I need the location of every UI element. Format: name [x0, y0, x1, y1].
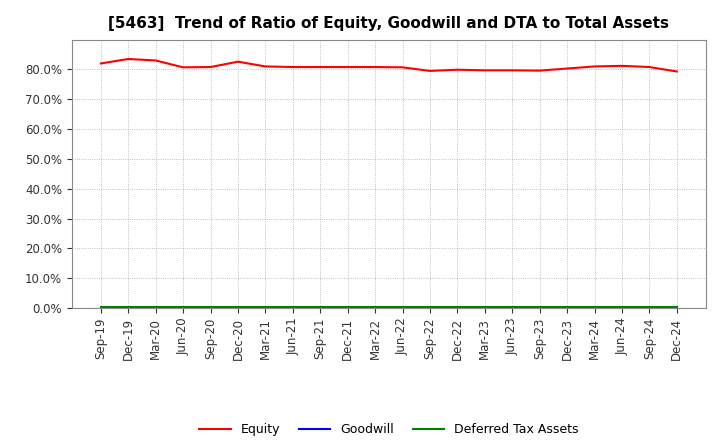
Deferred Tax Assets: [261, 305, 270, 310]
Equity: [233, 59, 242, 64]
Goodwill: [96, 305, 105, 310]
Deferred Tax Assets: [398, 305, 407, 310]
Deferred Tax Assets: [563, 305, 572, 310]
Deferred Tax Assets: [426, 305, 434, 310]
Goodwill: [316, 305, 325, 310]
Goodwill: [151, 305, 160, 310]
Equity: [645, 64, 654, 70]
Goodwill: [371, 305, 379, 310]
Deferred Tax Assets: [289, 305, 297, 310]
Equity: [371, 64, 379, 70]
Deferred Tax Assets: [233, 305, 242, 310]
Goodwill: [233, 305, 242, 310]
Deferred Tax Assets: [96, 305, 105, 310]
Deferred Tax Assets: [206, 305, 215, 310]
Equity: [206, 64, 215, 70]
Equity: [453, 67, 462, 72]
Deferred Tax Assets: [590, 305, 599, 310]
Title: [5463]  Trend of Ratio of Equity, Goodwill and DTA to Total Assets: [5463] Trend of Ratio of Equity, Goodwil…: [108, 16, 670, 32]
Goodwill: [426, 305, 434, 310]
Equity: [508, 68, 516, 73]
Equity: [343, 64, 352, 70]
Goodwill: [480, 305, 489, 310]
Equity: [480, 68, 489, 73]
Equity: [179, 65, 187, 70]
Line: Equity: Equity: [101, 59, 677, 72]
Equity: [96, 61, 105, 66]
Equity: [289, 64, 297, 70]
Equity: [398, 65, 407, 70]
Equity: [672, 69, 681, 74]
Equity: [124, 56, 132, 62]
Deferred Tax Assets: [618, 305, 626, 310]
Deferred Tax Assets: [124, 305, 132, 310]
Goodwill: [124, 305, 132, 310]
Goodwill: [398, 305, 407, 310]
Goodwill: [508, 305, 516, 310]
Goodwill: [536, 305, 544, 310]
Deferred Tax Assets: [316, 305, 325, 310]
Deferred Tax Assets: [508, 305, 516, 310]
Equity: [151, 58, 160, 63]
Goodwill: [672, 305, 681, 310]
Goodwill: [206, 305, 215, 310]
Deferred Tax Assets: [371, 305, 379, 310]
Deferred Tax Assets: [536, 305, 544, 310]
Goodwill: [453, 305, 462, 310]
Goodwill: [563, 305, 572, 310]
Deferred Tax Assets: [453, 305, 462, 310]
Goodwill: [590, 305, 599, 310]
Goodwill: [343, 305, 352, 310]
Equity: [563, 66, 572, 71]
Deferred Tax Assets: [151, 305, 160, 310]
Deferred Tax Assets: [645, 305, 654, 310]
Goodwill: [618, 305, 626, 310]
Deferred Tax Assets: [480, 305, 489, 310]
Goodwill: [261, 305, 270, 310]
Goodwill: [645, 305, 654, 310]
Goodwill: [179, 305, 187, 310]
Equity: [590, 64, 599, 69]
Equity: [536, 68, 544, 73]
Deferred Tax Assets: [672, 305, 681, 310]
Deferred Tax Assets: [179, 305, 187, 310]
Equity: [618, 63, 626, 69]
Equity: [426, 68, 434, 73]
Equity: [261, 64, 270, 69]
Goodwill: [289, 305, 297, 310]
Deferred Tax Assets: [343, 305, 352, 310]
Legend: Equity, Goodwill, Deferred Tax Assets: Equity, Goodwill, Deferred Tax Assets: [194, 418, 583, 440]
Equity: [316, 64, 325, 70]
